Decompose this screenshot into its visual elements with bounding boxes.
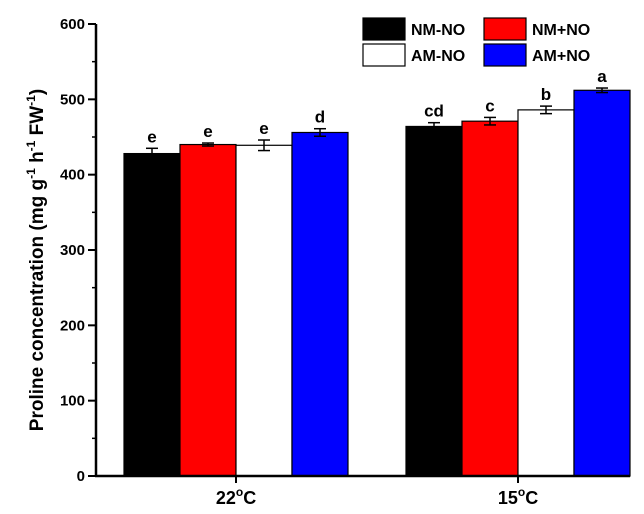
bar <box>517 109 575 477</box>
legend: NM-NO NM+NO AM-NO AM+NO <box>362 17 590 67</box>
legend-label: NM-NO <box>411 22 465 39</box>
significance-letter: a <box>597 67 607 86</box>
legend-label: NM+NO <box>532 22 590 39</box>
significance-letter: d <box>315 108 325 127</box>
y-tick-label: 400 <box>60 167 85 184</box>
bar <box>405 125 463 477</box>
y-tick-label: 600 <box>60 16 85 33</box>
legend-swatch <box>362 17 406 41</box>
axes: 0 100 200 300 400 500 600 22oC 15oC <box>60 16 630 508</box>
legend-swatch <box>362 43 406 67</box>
bar <box>291 131 349 477</box>
y-axis-title: Proline concentration (mg g-1 h-1 FW-1) <box>24 89 48 431</box>
bar <box>235 144 293 477</box>
bar <box>123 152 181 477</box>
significance-letter: e <box>147 127 156 146</box>
y-tick-label: 300 <box>60 242 85 259</box>
x-tick-label: 15oC <box>498 485 538 508</box>
legend-label: AM-NO <box>411 48 465 65</box>
bar <box>179 143 237 477</box>
significance-letter: cd <box>424 102 444 121</box>
legend-swatch <box>483 17 527 41</box>
bar-group: e cd e c e b d a <box>123 67 631 477</box>
bar <box>461 120 519 477</box>
significance-letter: b <box>541 85 551 104</box>
y-tick-label: 200 <box>60 317 85 334</box>
y-tick-label: 100 <box>60 393 85 410</box>
y-tick-label: 0 <box>77 468 85 485</box>
legend-label: AM+NO <box>532 48 590 65</box>
x-tick-label: 22oC <box>216 485 256 508</box>
legend-swatch <box>483 43 527 67</box>
bar <box>573 89 631 477</box>
y-tick-label: 500 <box>60 91 85 108</box>
significance-letter: e <box>203 122 212 141</box>
significance-letter: c <box>485 96 494 115</box>
significance-letter: e <box>259 119 268 138</box>
